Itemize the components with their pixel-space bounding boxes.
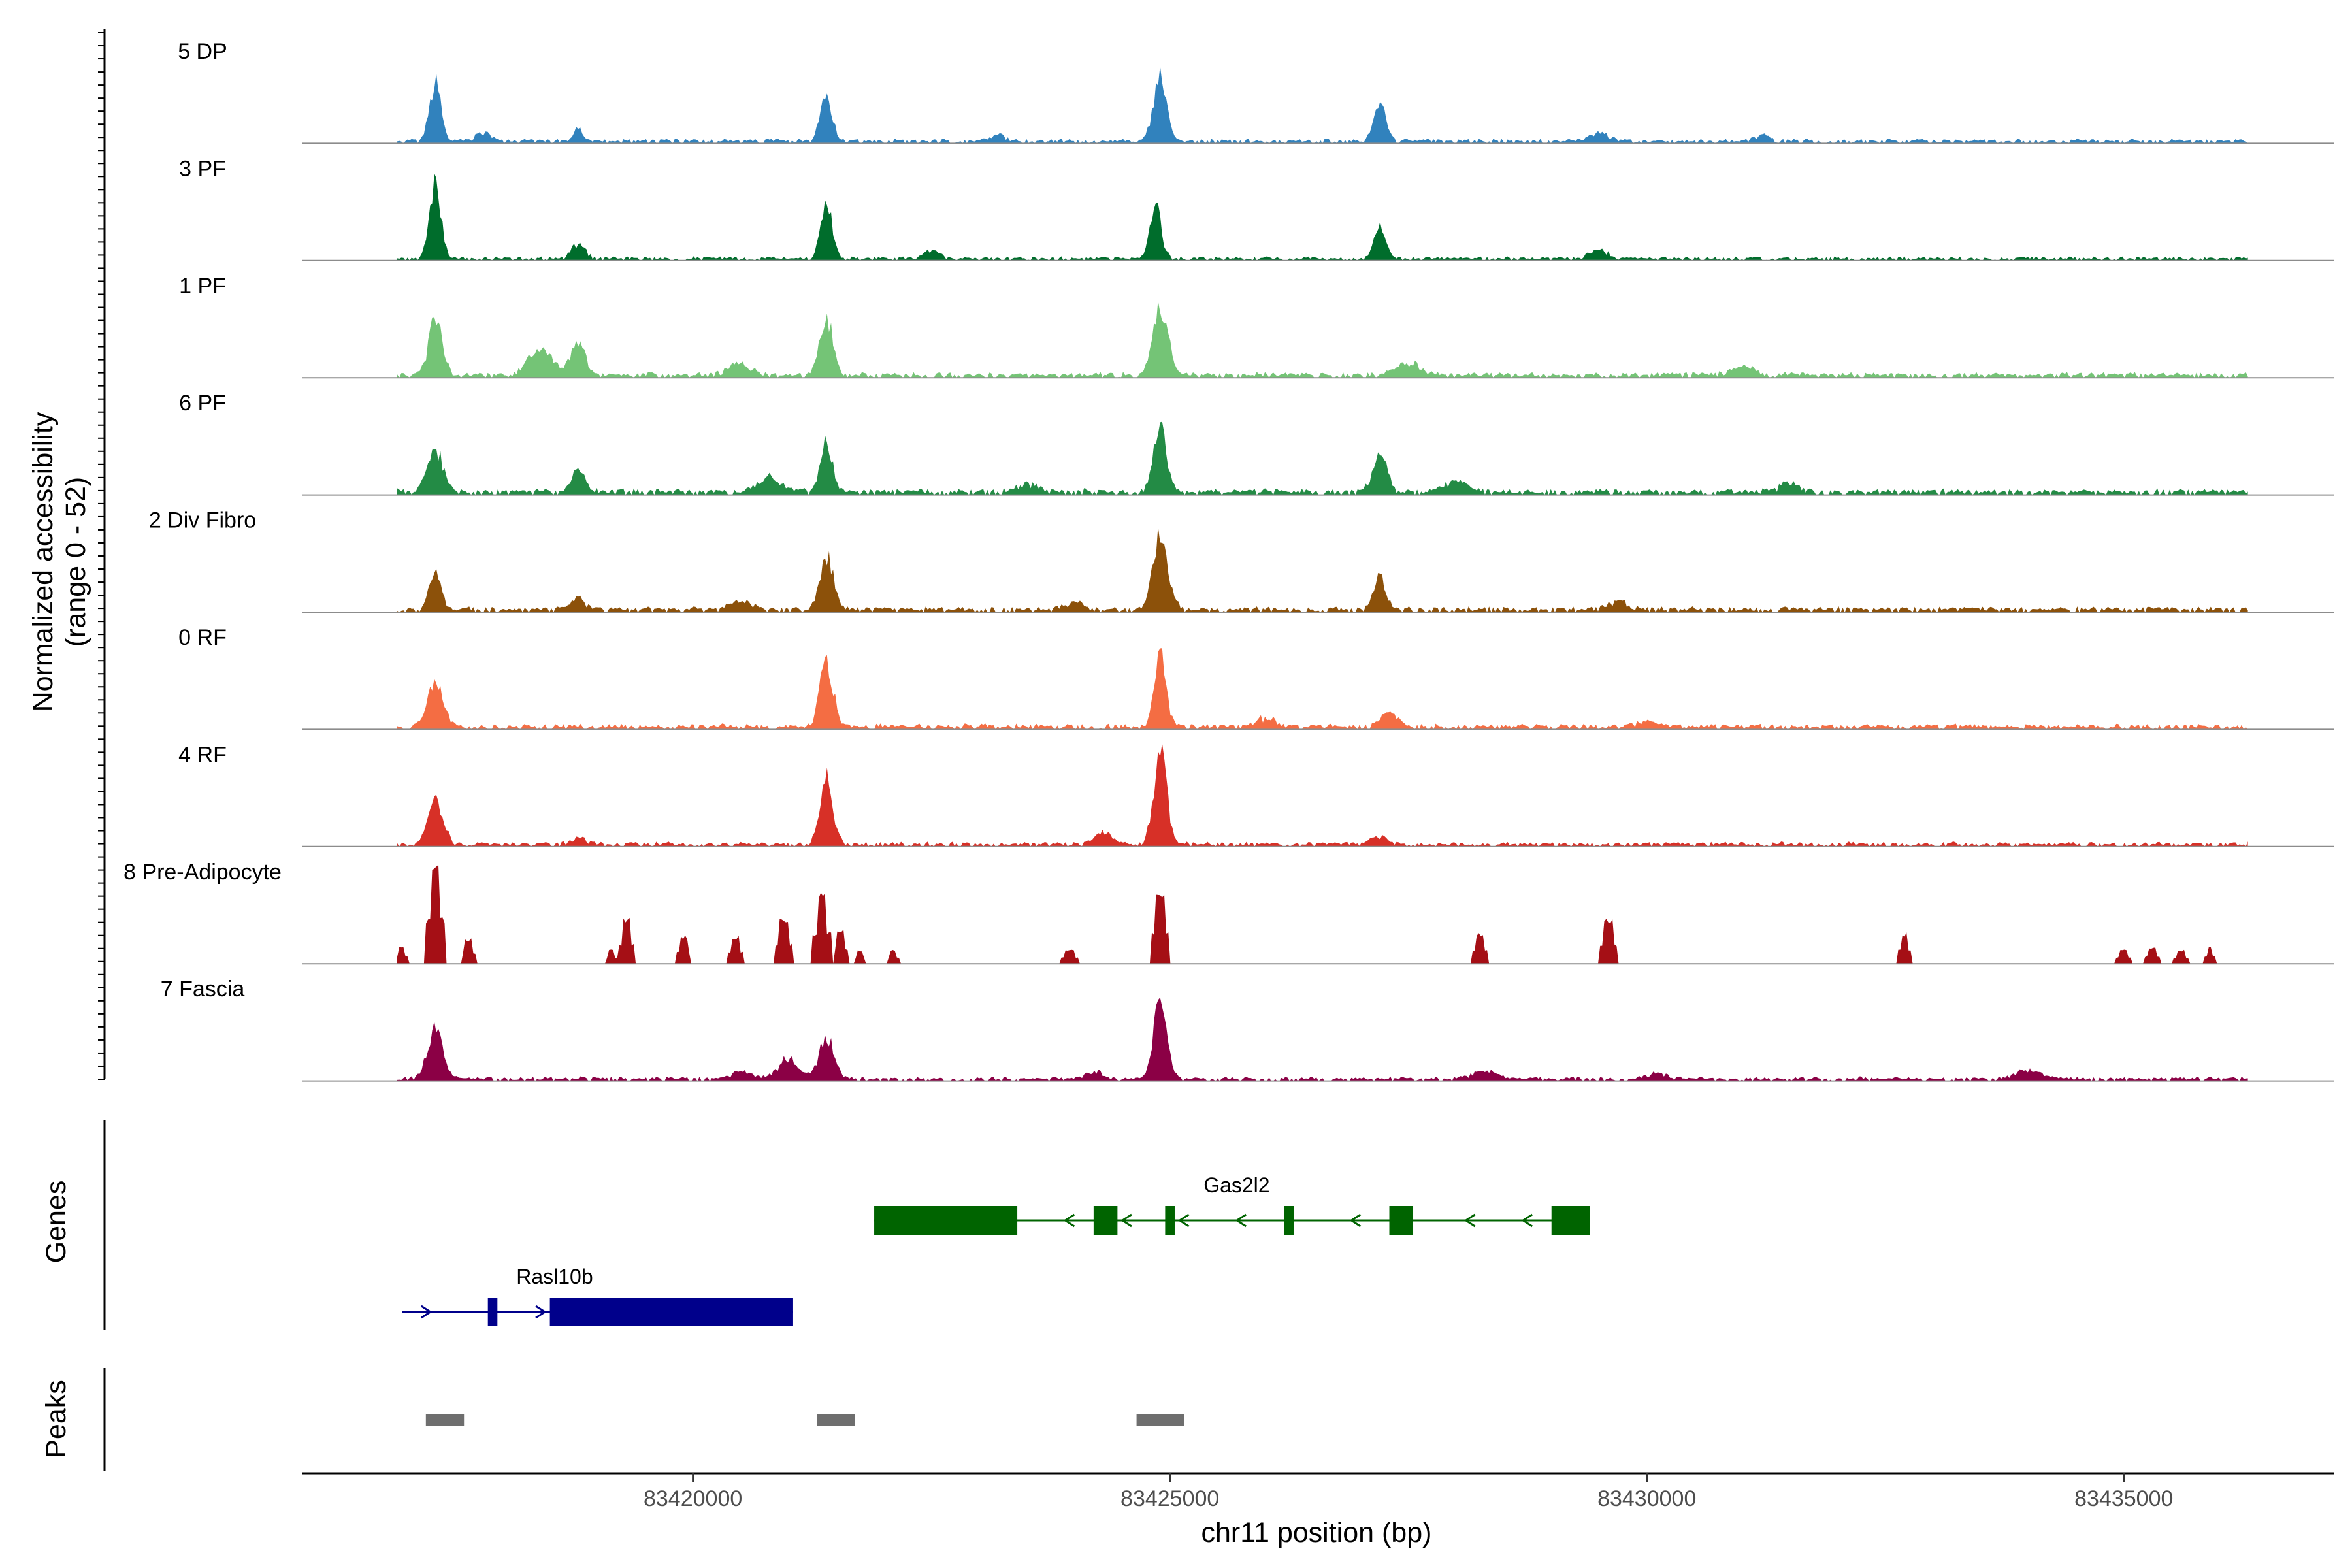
gene-label: Gas2l2 xyxy=(1203,1173,1269,1197)
strand-chevron xyxy=(1521,1213,1533,1228)
coverage-area xyxy=(397,65,2248,144)
track-8-pre-adipocyte: 8 Pre-Adipocyte xyxy=(123,860,2334,965)
gene-exon xyxy=(1284,1206,1294,1235)
gene-rasl10b: Rasl10b xyxy=(402,1265,793,1326)
strand-chevron xyxy=(1120,1213,1132,1228)
strand-chevron xyxy=(1235,1213,1247,1228)
track-label: 4 RF xyxy=(178,742,227,767)
track-2-div-fibro: 2 Div Fibro xyxy=(149,508,2334,613)
x-axis: 83420000 83425000 83430000 83435000 xyxy=(302,1472,2334,1511)
gene-gas2l2: Gas2l2 xyxy=(874,1173,1590,1235)
strand-chevron xyxy=(1177,1213,1190,1228)
track-0-rf: 0 RF xyxy=(178,625,2334,730)
track-1-pf: 1 PF xyxy=(179,274,2334,379)
x-tick-label: 83425000 xyxy=(1120,1486,1219,1511)
x-axis-title: chr11 position (bp) xyxy=(1201,1517,1432,1548)
strand-chevron xyxy=(1463,1213,1476,1228)
x-tick-label: 83420000 xyxy=(644,1486,742,1511)
strand-chevron xyxy=(421,1305,433,1319)
y-axis-title: Normalized accessibility xyxy=(27,412,59,711)
gene-exon xyxy=(1093,1206,1118,1235)
coverage-area xyxy=(397,527,2248,612)
gene-label: Rasl10b xyxy=(516,1265,593,1288)
track-label: 1 PF xyxy=(179,274,226,299)
x-tick-label: 83430000 xyxy=(1597,1486,1696,1511)
x-tick-label: 83435000 xyxy=(2074,1486,2173,1511)
strand-chevron xyxy=(535,1305,547,1319)
track-label: 7 Fascia xyxy=(161,977,245,1002)
track-label: 3 PF xyxy=(179,156,226,181)
gene-exon xyxy=(487,1298,498,1326)
track-4-rf: 4 RF xyxy=(178,742,2334,847)
peak-region xyxy=(817,1414,855,1426)
genes-panel-label: Genes xyxy=(41,1181,72,1264)
gene-exon xyxy=(1165,1206,1175,1235)
peak-region xyxy=(1136,1414,1184,1426)
gene-exon xyxy=(874,1206,1018,1235)
track-label: 8 Pre-Adipocyte xyxy=(123,860,282,885)
track-label: 5 DP xyxy=(178,39,227,64)
track-label: 2 Div Fibro xyxy=(149,508,256,533)
coverage-area xyxy=(397,301,2248,378)
track-label: 6 PF xyxy=(179,391,226,416)
track-3-pf: 3 PF xyxy=(179,156,2334,261)
track-6-pf: 6 PF xyxy=(179,391,2334,496)
strand-chevron xyxy=(1349,1213,1362,1228)
coverage-tracks: 5 DP 3 PF 1 PF 6 PF 2 Div Fibro 0 RF 4 RF 8 Pre… xyxy=(123,39,2334,1082)
peak-region xyxy=(425,1414,465,1426)
track-7-fascia: 7 Fascia xyxy=(161,977,2334,1082)
coverage-area xyxy=(397,421,2248,495)
track-5-dp: 5 DP xyxy=(178,39,2334,144)
gene-exon xyxy=(1389,1206,1414,1235)
strand-chevron xyxy=(1063,1213,1075,1228)
coverage-area xyxy=(397,173,2248,261)
peaks-track xyxy=(103,1368,1184,1471)
gene-track: Gas2l2 Rasl10b xyxy=(103,1120,1590,1330)
gene-exon xyxy=(1551,1206,1590,1235)
y-axis-range: (range 0 - 52) xyxy=(60,477,91,647)
peaks-panel-label: Peaks xyxy=(41,1380,72,1458)
track-label: 0 RF xyxy=(178,625,227,650)
y-axis xyxy=(98,29,106,1080)
gene-exon xyxy=(549,1298,793,1326)
